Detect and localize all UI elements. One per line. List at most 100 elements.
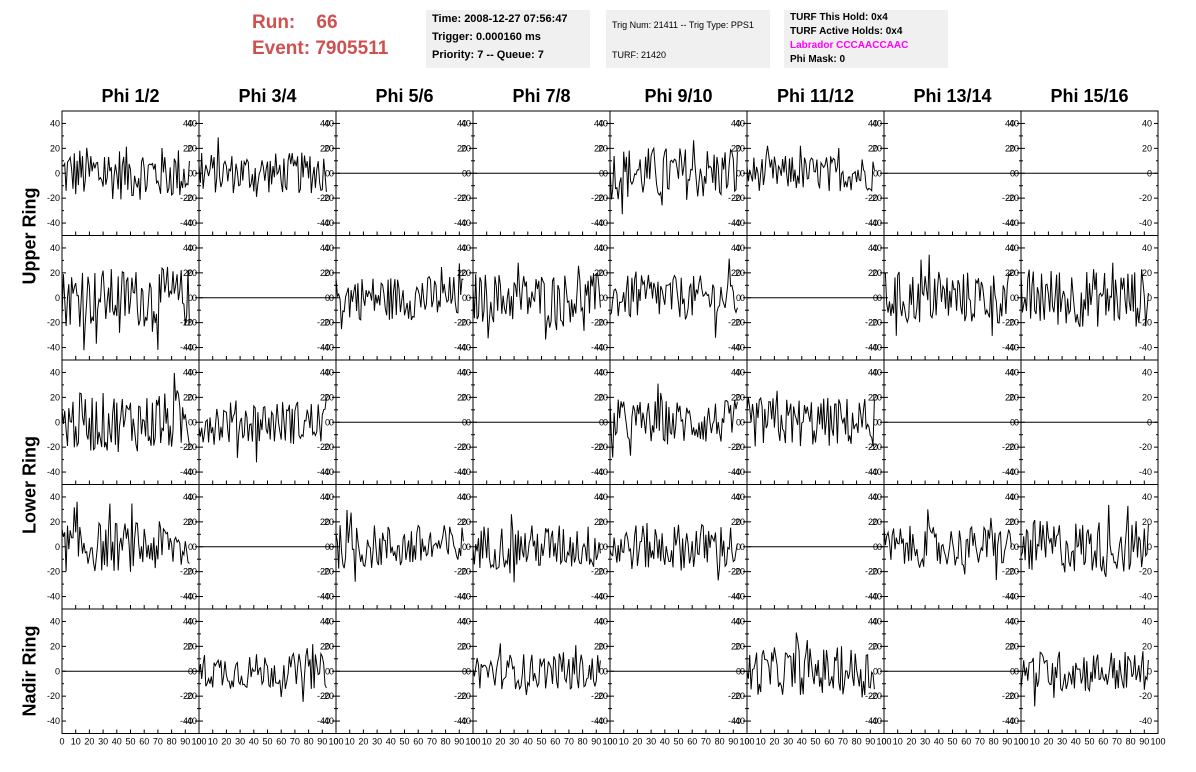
- y-tick-label-left: -20: [321, 691, 334, 701]
- time-text: Time: 2008-12-27 07:56:47: [432, 13, 568, 25]
- x-tick-label: 100: [1013, 737, 1028, 747]
- panel-frame: [883, 484, 1022, 610]
- y-tick-label-left: -40: [184, 343, 197, 353]
- turf-text: TURF: 21420: [612, 50, 667, 60]
- y-tick-label-right: -40: [454, 218, 467, 228]
- x-tick-label: 90: [1139, 737, 1149, 747]
- y-tick-label-right: 20: [594, 268, 604, 278]
- x-tick-label: 80: [167, 737, 177, 747]
- y-tick-label-right: -40: [865, 218, 878, 228]
- y-tick-label-left: -40: [732, 218, 745, 228]
- turf-active-holds-text: TURF Active Holds: 0x4: [790, 26, 903, 37]
- y-tick-label-left: -20: [1006, 193, 1019, 203]
- y-tick-label-left: 0: [740, 542, 745, 552]
- y-tick-label-left: -20: [321, 318, 334, 328]
- y-tick-label-right: 40: [1005, 492, 1015, 502]
- x-tick-label: 0: [59, 737, 64, 747]
- y-tick-label-right: -20: [728, 318, 741, 328]
- y-tick-label-right: 0: [873, 168, 878, 178]
- y-tick-label-left: -40: [184, 467, 197, 477]
- waveform: [609, 140, 738, 215]
- event-line: Event: 7905511: [252, 36, 388, 62]
- y-tick-label-left: -20: [184, 567, 197, 577]
- y-tick-label-left: 20: [187, 641, 197, 651]
- y-tick-label-right: 20: [1005, 143, 1015, 153]
- y-tick-label-left: -20: [732, 567, 745, 577]
- y-tick-label-left: 0: [55, 417, 60, 427]
- y-tick-label-right: 40: [1005, 367, 1015, 377]
- y-tick-label-right: 20: [1005, 392, 1015, 402]
- y-tick-label-left: -40: [458, 716, 471, 726]
- y-tick-label-left: -20: [458, 193, 471, 203]
- y-tick-label-left: -40: [184, 592, 197, 602]
- y-tick-label-right: -40: [1139, 592, 1152, 602]
- y-tick-label-left: -40: [1006, 592, 1019, 602]
- y-tick-label-left: -20: [732, 442, 745, 452]
- y-tick-label-right: -40: [865, 592, 878, 602]
- y-tick-label-left: -40: [458, 218, 471, 228]
- y-tick-label-left: 20: [598, 517, 608, 527]
- y-tick-label-left: -20: [184, 318, 197, 328]
- column-header: Phi 7/8: [512, 86, 571, 106]
- y-tick-label-left: 20: [872, 392, 882, 402]
- y-tick-label-left: 40: [872, 243, 882, 253]
- y-tick-label-right: 20: [731, 641, 741, 651]
- y-tick-label-left: 0: [192, 168, 197, 178]
- panel-frame: [883, 235, 1022, 361]
- y-tick-label-right: -40: [1002, 716, 1015, 726]
- panel-frame: [1020, 235, 1159, 361]
- y-tick-label-left: 0: [466, 542, 471, 552]
- y-tick-label-right: 40: [457, 243, 467, 253]
- y-tick-label-left: 40: [735, 367, 745, 377]
- y-tick-label-right: 20: [868, 143, 878, 153]
- y-tick-label-right: -20: [180, 318, 193, 328]
- y-tick-label-right: 0: [736, 168, 741, 178]
- y-tick-label-left: 20: [461, 517, 471, 527]
- y-tick-label-left: -20: [1006, 318, 1019, 328]
- x-tick-label: 60: [413, 737, 423, 747]
- y-tick-label-left: -40: [321, 218, 334, 228]
- x-tick-label: 0: [470, 737, 475, 747]
- x-tick-label: 10: [619, 737, 629, 747]
- panel-frame: [472, 608, 611, 734]
- x-tick-label: 100: [602, 737, 617, 747]
- y-tick-label-left: 20: [1009, 517, 1019, 527]
- panel-frame: [609, 359, 748, 485]
- y-tick-label-right: 40: [1142, 243, 1152, 253]
- x-tick-label: 40: [386, 737, 396, 747]
- y-tick-label-right: 0: [736, 293, 741, 303]
- x-tick-label: 80: [852, 737, 862, 747]
- y-tick-label-left: -40: [47, 343, 60, 353]
- y-tick-label-right: 40: [457, 616, 467, 626]
- waveform: [883, 254, 1012, 336]
- y-tick-label-left: -20: [458, 567, 471, 577]
- x-tick-label: 10: [345, 737, 355, 747]
- y-tick-label-right: 40: [1005, 118, 1015, 128]
- y-tick-label-right: 40: [594, 118, 604, 128]
- y-tick-label-left: 20: [598, 143, 608, 153]
- run-event-box: Run: 66 Event: 7905511: [252, 10, 388, 62]
- y-tick-label-right: 20: [320, 268, 330, 278]
- x-tick-label: 90: [591, 737, 601, 747]
- y-tick-label-left: 0: [603, 666, 608, 676]
- x-tick-label: 40: [660, 737, 670, 747]
- y-tick-label-right: -40: [591, 218, 604, 228]
- y-tick-label-left: 40: [598, 367, 608, 377]
- y-tick-label-left: -20: [732, 318, 745, 328]
- column-header: Phi 3/4: [238, 86, 297, 106]
- x-tick-label: 70: [153, 737, 163, 747]
- y-tick-label-right: -40: [1002, 218, 1015, 228]
- y-tick-label-right: 40: [320, 616, 330, 626]
- x-tick-label: 100: [1150, 737, 1165, 747]
- x-tick-label: 10: [482, 737, 492, 747]
- y-tick-label-left: 40: [187, 367, 197, 377]
- x-tick-label: 50: [673, 737, 683, 747]
- y-tick-label-right: 20: [457, 143, 467, 153]
- column-header: Phi 9/10: [644, 86, 713, 106]
- y-tick-label-right: 20: [868, 392, 878, 402]
- x-tick-label: 90: [317, 737, 327, 747]
- y-tick-label-right: -40: [728, 467, 741, 477]
- y-tick-label-left: 0: [55, 666, 60, 676]
- y-tick-label-right: -40: [1139, 716, 1152, 726]
- y-tick-label-left: 40: [735, 118, 745, 128]
